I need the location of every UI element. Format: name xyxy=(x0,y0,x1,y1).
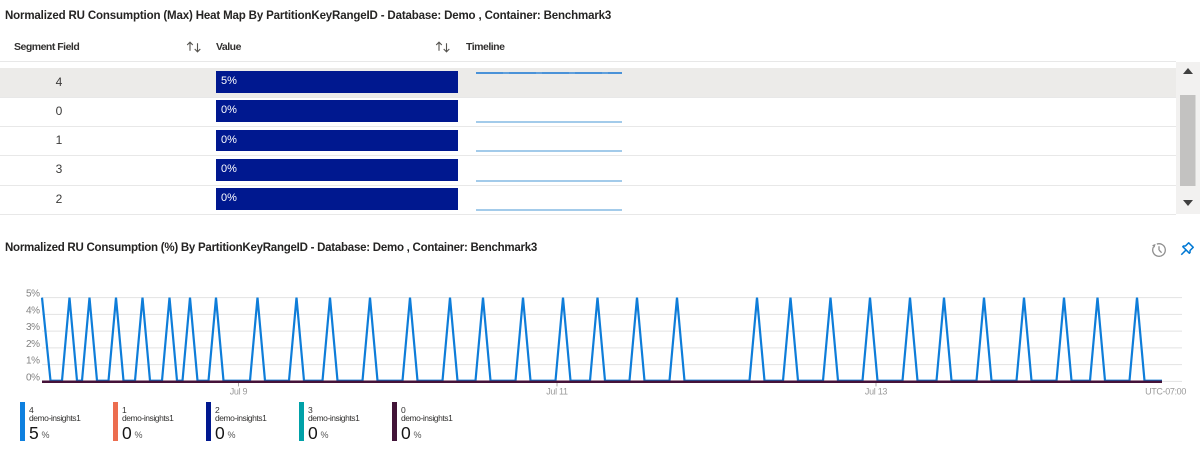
svg-text:2%: 2% xyxy=(26,339,40,350)
svg-text:1%: 1% xyxy=(26,356,40,367)
svg-text:0%: 0% xyxy=(26,372,40,383)
svg-text:4%: 4% xyxy=(26,305,40,316)
svg-text:Jul 13: Jul 13 xyxy=(865,386,888,396)
svg-text:3%: 3% xyxy=(26,322,40,333)
svg-text:5%: 5% xyxy=(26,289,40,300)
svg-text:Jul 11: Jul 11 xyxy=(546,386,568,396)
svg-text:Jul 9: Jul 9 xyxy=(230,386,248,396)
svg-text:UTC-07:00: UTC-07:00 xyxy=(1145,386,1186,396)
